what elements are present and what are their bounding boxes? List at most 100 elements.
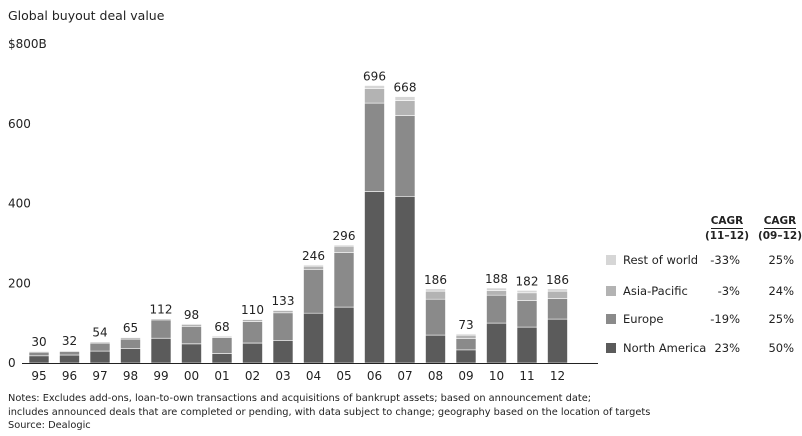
x-tick-label: 01 <box>214 369 229 383</box>
bar-segment-europe-04 <box>303 268 324 314</box>
x-tick-label: 03 <box>275 369 290 383</box>
bar-segment-rest-of-world-11 <box>516 290 538 294</box>
bar-segment-europe-96 <box>59 351 80 356</box>
x-tick-label: 06 <box>367 369 382 383</box>
bar-segment-north-america-97 <box>89 350 111 364</box>
bar-total-label: 110 <box>241 303 264 317</box>
bar-segment-europe-02 <box>242 321 263 344</box>
bar-total-label: 186 <box>546 273 569 287</box>
bar-segment-north-america-07 <box>394 196 416 364</box>
bar-segment-europe-12 <box>547 298 568 320</box>
bar-segment-europe-01 <box>211 337 233 354</box>
bar-segment-rest-of-world-08 <box>425 288 446 292</box>
bar-segment-asia-pacific-12 <box>547 290 568 299</box>
bar-segment-north-america-96 <box>59 354 80 364</box>
bar-segment-europe-11 <box>516 300 538 328</box>
x-tick-label: 02 <box>245 369 260 383</box>
x-tick-label: 04 <box>306 369 321 383</box>
y-tick-label: 0 <box>8 356 16 370</box>
bar-segment-europe-08 <box>425 298 446 336</box>
x-tick-label: 96 <box>62 369 77 383</box>
legend-label: Rest of world <box>623 253 699 267</box>
bar-segment-north-america-09 <box>455 349 477 364</box>
cagr-value: 25% <box>768 312 794 326</box>
note-line: includes announced deals that are comple… <box>8 406 651 418</box>
cagr-value: 50% <box>768 341 794 355</box>
bar-segment-rest-of-world-04 <box>303 264 324 267</box>
bar-segment-europe-09 <box>455 338 477 351</box>
bar-segment-north-america-95 <box>28 355 50 364</box>
bar-total-label: 54 <box>92 326 107 340</box>
bar-segment-north-america-00 <box>181 343 202 364</box>
cagr-value: 23% <box>714 341 740 355</box>
y-unit-label: $800B <box>8 37 47 51</box>
legend-swatch <box>606 343 616 353</box>
bar-total-label: 73 <box>458 318 473 332</box>
bar-segment-europe-00 <box>181 325 202 345</box>
bar-segment-rest-of-world-09 <box>455 333 477 336</box>
bar-total-label: 98 <box>184 308 199 322</box>
bar-segment-europe-07 <box>394 115 416 197</box>
cagr-value: -19% <box>710 312 740 326</box>
bar-segment-asia-pacific-05 <box>333 245 355 253</box>
bar-segment-rest-of-world-07 <box>394 96 416 101</box>
bar-segment-asia-pacific-11 <box>516 292 538 301</box>
note-line: Source: Dealogic <box>8 420 91 432</box>
x-tick-label: 99 <box>153 369 168 383</box>
legend-label: North America <box>623 341 707 355</box>
bar-segment-north-america-05 <box>333 306 355 364</box>
bar-segment-europe-95 <box>28 351 50 357</box>
cagr-value: -33% <box>710 253 740 267</box>
bar-total-label: 182 <box>516 274 539 288</box>
x-tick-label: 10 <box>489 369 504 383</box>
bar-segment-north-america-99 <box>150 337 172 364</box>
legend-item-rest-of-world: Rest of world <box>606 252 735 268</box>
bar-segment-north-america-01 <box>211 353 233 364</box>
bar-segment-north-america-98 <box>120 348 141 364</box>
bar-total-label: 112 <box>150 302 173 316</box>
bar-segment-asia-pacific-10 <box>486 290 507 296</box>
bar-total-label: 133 <box>272 294 295 308</box>
bar-segment-rest-of-world-10 <box>486 287 507 291</box>
note-line: Notes: Excludes add-ons, loan-to-own tra… <box>8 393 592 404</box>
bar-segment-north-america-02 <box>242 342 263 364</box>
bar-segment-north-america-10 <box>486 322 507 364</box>
y-tick-label: 600 <box>8 117 31 131</box>
bar-segment-north-america-06 <box>364 191 385 364</box>
bar-segment-europe-98 <box>120 338 141 350</box>
bar-segment-rest-of-world-06 <box>364 85 385 90</box>
bar-segment-europe-03 <box>272 312 294 341</box>
bar-total-label: 32 <box>62 334 77 348</box>
bar-segment-europe-06 <box>364 102 385 192</box>
cagr-header-11-12: CAGR (11–12) <box>704 214 750 243</box>
x-tick-label: 00 <box>184 369 199 383</box>
bar-total-label: 68 <box>214 320 229 334</box>
bar-total-label: 668 <box>394 81 417 95</box>
bar-segment-asia-pacific-09 <box>455 334 477 340</box>
bar-segment-europe-99 <box>150 319 172 339</box>
cagr-header-09-12-line2: (09–12) <box>757 230 802 242</box>
bar-total-label: 65 <box>123 321 138 335</box>
bar-segment-north-america-04 <box>303 312 324 364</box>
bar-segment-europe-10 <box>486 294 507 324</box>
cagr-value: 25% <box>768 253 794 267</box>
bar-total-label: 696 <box>363 70 386 84</box>
cagr-value: 24% <box>768 284 794 298</box>
legend-label: Europe <box>623 312 664 326</box>
legend-swatch <box>606 286 616 296</box>
bar-segment-europe-05 <box>333 252 355 308</box>
x-tick-label: 05 <box>336 369 351 383</box>
bar-segment-europe-97 <box>89 342 111 352</box>
bar-segment-north-america-11 <box>516 326 538 364</box>
chart-title: Global buyout deal value <box>8 8 165 23</box>
bar-segment-asia-pacific-03 <box>272 310 294 314</box>
cagr-header-11-12-line2: (11–12) <box>704 230 750 242</box>
legend-item-europe: Europe <box>606 311 735 327</box>
bar-segment-asia-pacific-06 <box>364 88 385 104</box>
cagr-header-11-12-line1: CAGR <box>710 215 744 229</box>
chart-notes: Notes: Excludes add-ons, loan-to-own tra… <box>8 392 650 433</box>
x-tick-label: 98 <box>123 369 138 383</box>
x-tick-label: 97 <box>92 369 107 383</box>
legend-item-asia-pacific: Asia-Pacific <box>606 283 735 299</box>
